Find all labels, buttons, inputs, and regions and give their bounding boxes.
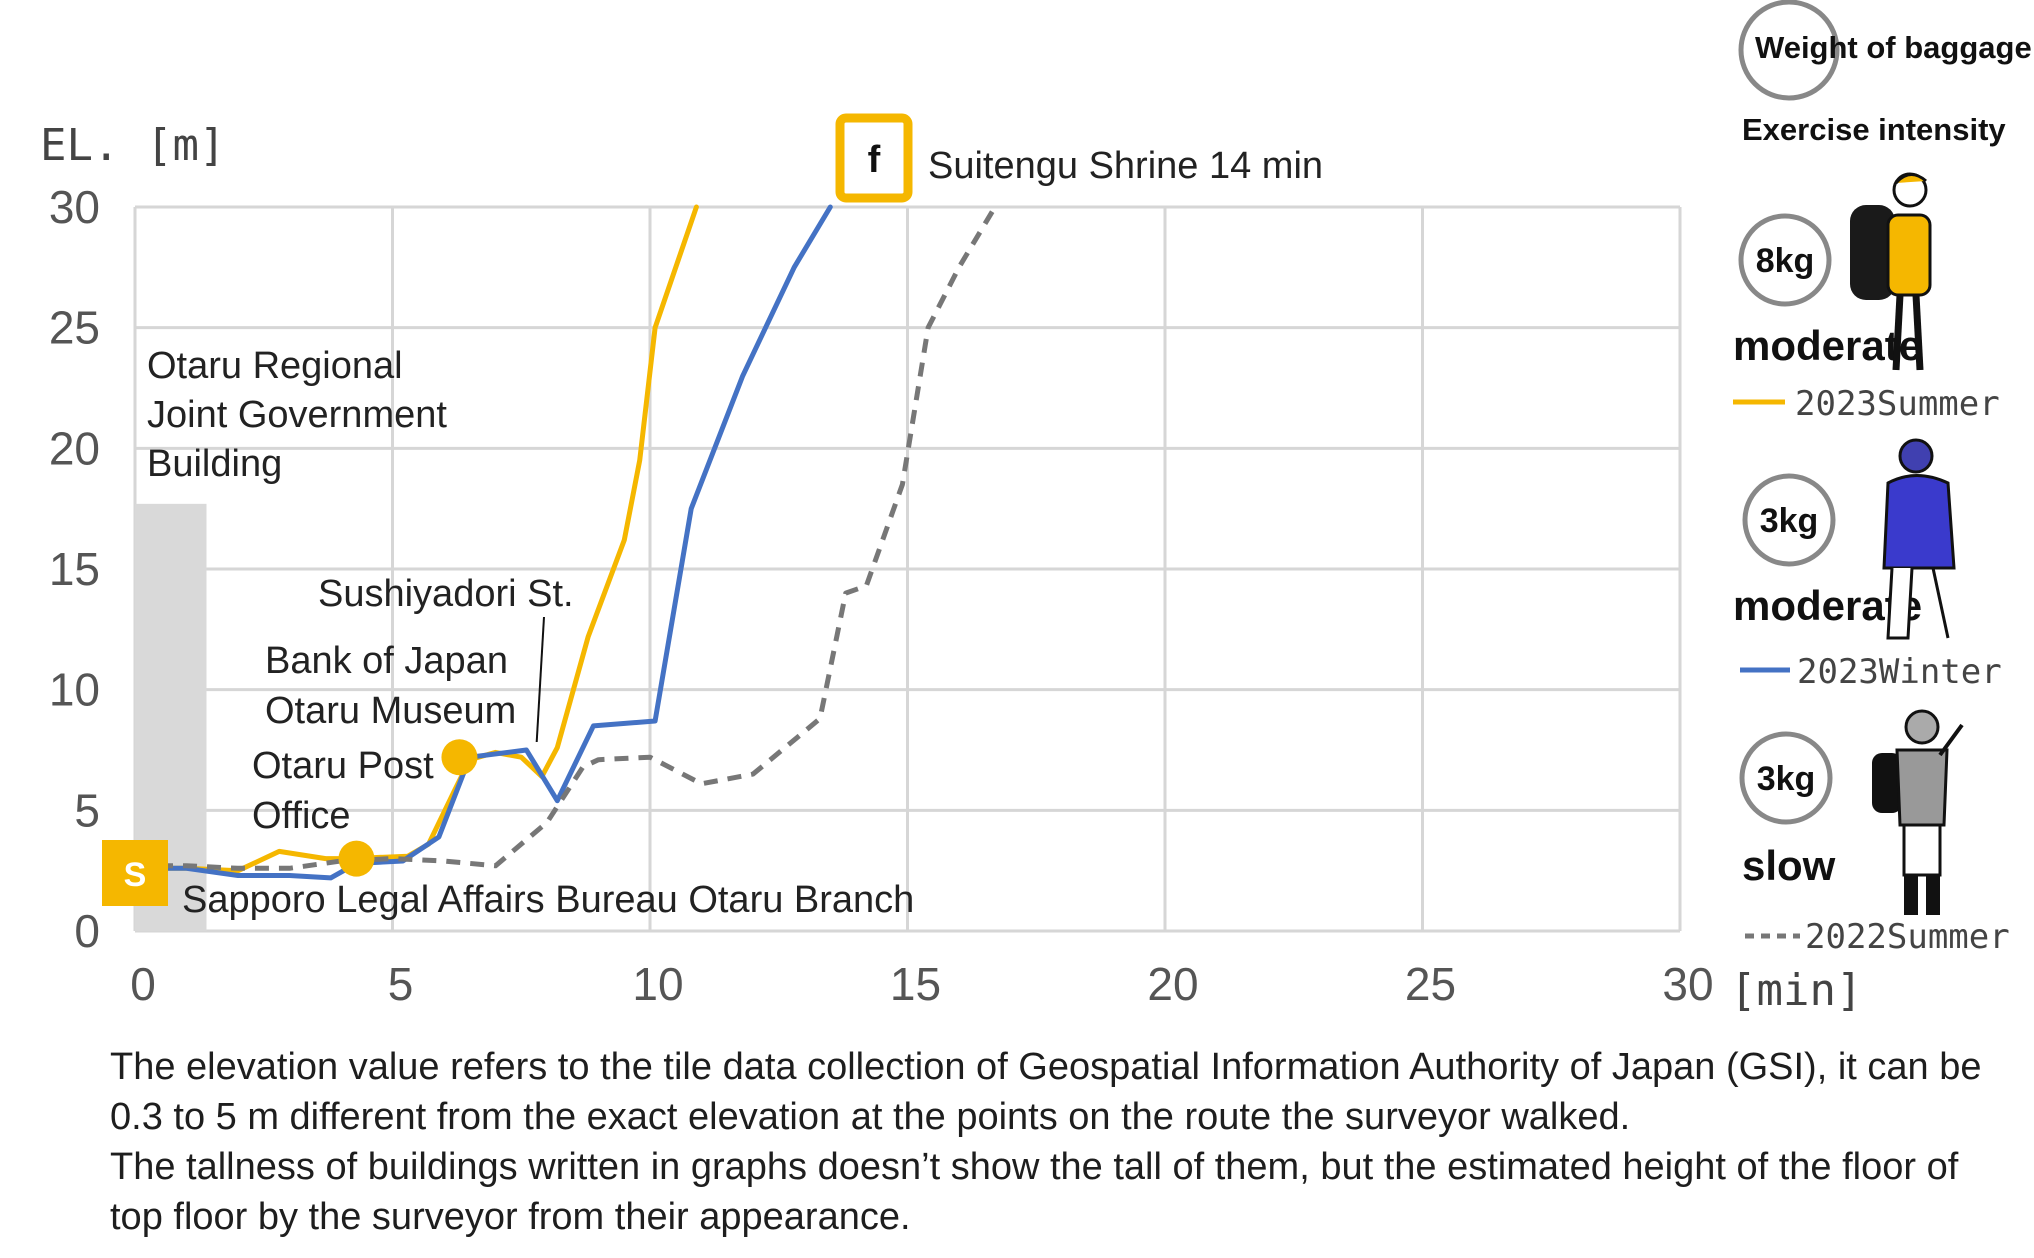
x-tick-label: 30: [1662, 958, 1713, 1010]
legend-header-weight: Weight of baggage: [1755, 30, 2032, 65]
building-label: Otaru Regional: [147, 345, 403, 387]
legend-weight: 8kg: [1756, 242, 1815, 280]
y-tick-label: 25: [49, 302, 100, 354]
y-tick-label: 15: [49, 543, 100, 595]
x-tick-label: 20: [1147, 958, 1198, 1010]
y-tick-label: 30: [49, 181, 100, 233]
y-axis-label: EL. [m]: [40, 120, 225, 171]
x-tick-label: 10: [632, 958, 683, 1010]
start-marker: S: [102, 840, 168, 906]
finish-marker-label: Suitengu Shrine 14 min: [928, 145, 1323, 187]
chart-annotations: Otaru Regional Joint Government Building Ot…: [147, 345, 914, 921]
chart-grid: [133, 205, 1682, 933]
y-tick-label: 0: [74, 905, 100, 957]
finish-marker: f Suitengu Shrine 14 min: [835, 113, 1323, 203]
footnote: The elevation value refers to the tile d…: [110, 1042, 2020, 1242]
legend-header-intensity: Exercise intensity: [1742, 112, 2006, 147]
poi-label: Office: [252, 795, 351, 837]
legend-weight: 3kg: [1760, 502, 1819, 540]
poi-label: Bank of Japan: [265, 640, 508, 682]
legend-weight-ring: [1738, 213, 1832, 307]
building-label: Joint Government: [147, 394, 447, 436]
x-tick-label: 5: [388, 958, 414, 1010]
elevation-chart: 0 5 10 15 20 25 30 0 5 10 15 20 25 30 Otaru Regional J…: [40, 0, 2032, 1016]
finish-marker-letter: f: [868, 139, 881, 181]
x-tick-label: 0: [130, 958, 156, 1010]
legend-header-ring: [1738, 0, 1840, 101]
hiker-grey-vest-icon: [1872, 709, 1964, 915]
legend-series-name: 2023Summer: [1795, 384, 2000, 424]
poi-marker: [338, 840, 375, 877]
finish-marker-box: [835, 113, 913, 203]
legend: Weight of baggage Exercise intensity 8kg…: [1733, 0, 2032, 957]
axis-ticks: 0 5 10 15 20 25 30 0 5 10 15 20 25 30: [49, 181, 1714, 1010]
series-line: [132, 204, 833, 881]
footnote-building-height: The tallness of buildings written in gra…: [110, 1146, 1959, 1238]
x-tick-label: 15: [890, 958, 941, 1010]
annotation-label: Sushiyadori St.: [318, 573, 574, 615]
legend-intensity: moderate: [1733, 322, 1922, 369]
start-marker-box: [102, 840, 168, 906]
x-tick-label: 25: [1405, 958, 1456, 1010]
legend-series-name: 2022Summer: [1805, 917, 2010, 957]
poi-label: Otaru Post: [252, 745, 434, 787]
series-line: [135, 205, 998, 871]
legend-weight: 3kg: [1757, 760, 1816, 798]
x-axis-label: [min]: [1730, 965, 1862, 1016]
legend-weight-ring: [1739, 731, 1833, 825]
start-marker-letter: S: [124, 856, 147, 894]
legend-intensity: slow: [1742, 842, 1836, 889]
y-tick-label: 5: [74, 784, 100, 836]
building-label: Building: [147, 443, 282, 485]
poi-label: Otaru Museum: [265, 690, 516, 732]
hiker-yellow-backpack-icon: [1850, 172, 1932, 371]
y-tick-label: 10: [49, 664, 100, 716]
annotation-leader-line: [535, 616, 545, 743]
annotation-label: Sapporo Legal Affairs Bureau Otaru Branc…: [182, 879, 914, 921]
poi-marker: [441, 739, 478, 776]
y-tick-label: 20: [49, 422, 100, 474]
legend-series-name: 2023Winter: [1797, 652, 2002, 692]
legend-weight-ring: [1742, 473, 1836, 567]
hiker-blue-hoodie-icon: [1882, 438, 1956, 640]
footnote-elevation-source: The elevation value refers to the tile d…: [110, 1046, 1982, 1138]
